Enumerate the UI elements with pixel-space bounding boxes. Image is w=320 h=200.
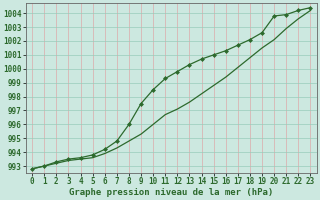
- X-axis label: Graphe pression niveau de la mer (hPa): Graphe pression niveau de la mer (hPa): [69, 188, 274, 197]
